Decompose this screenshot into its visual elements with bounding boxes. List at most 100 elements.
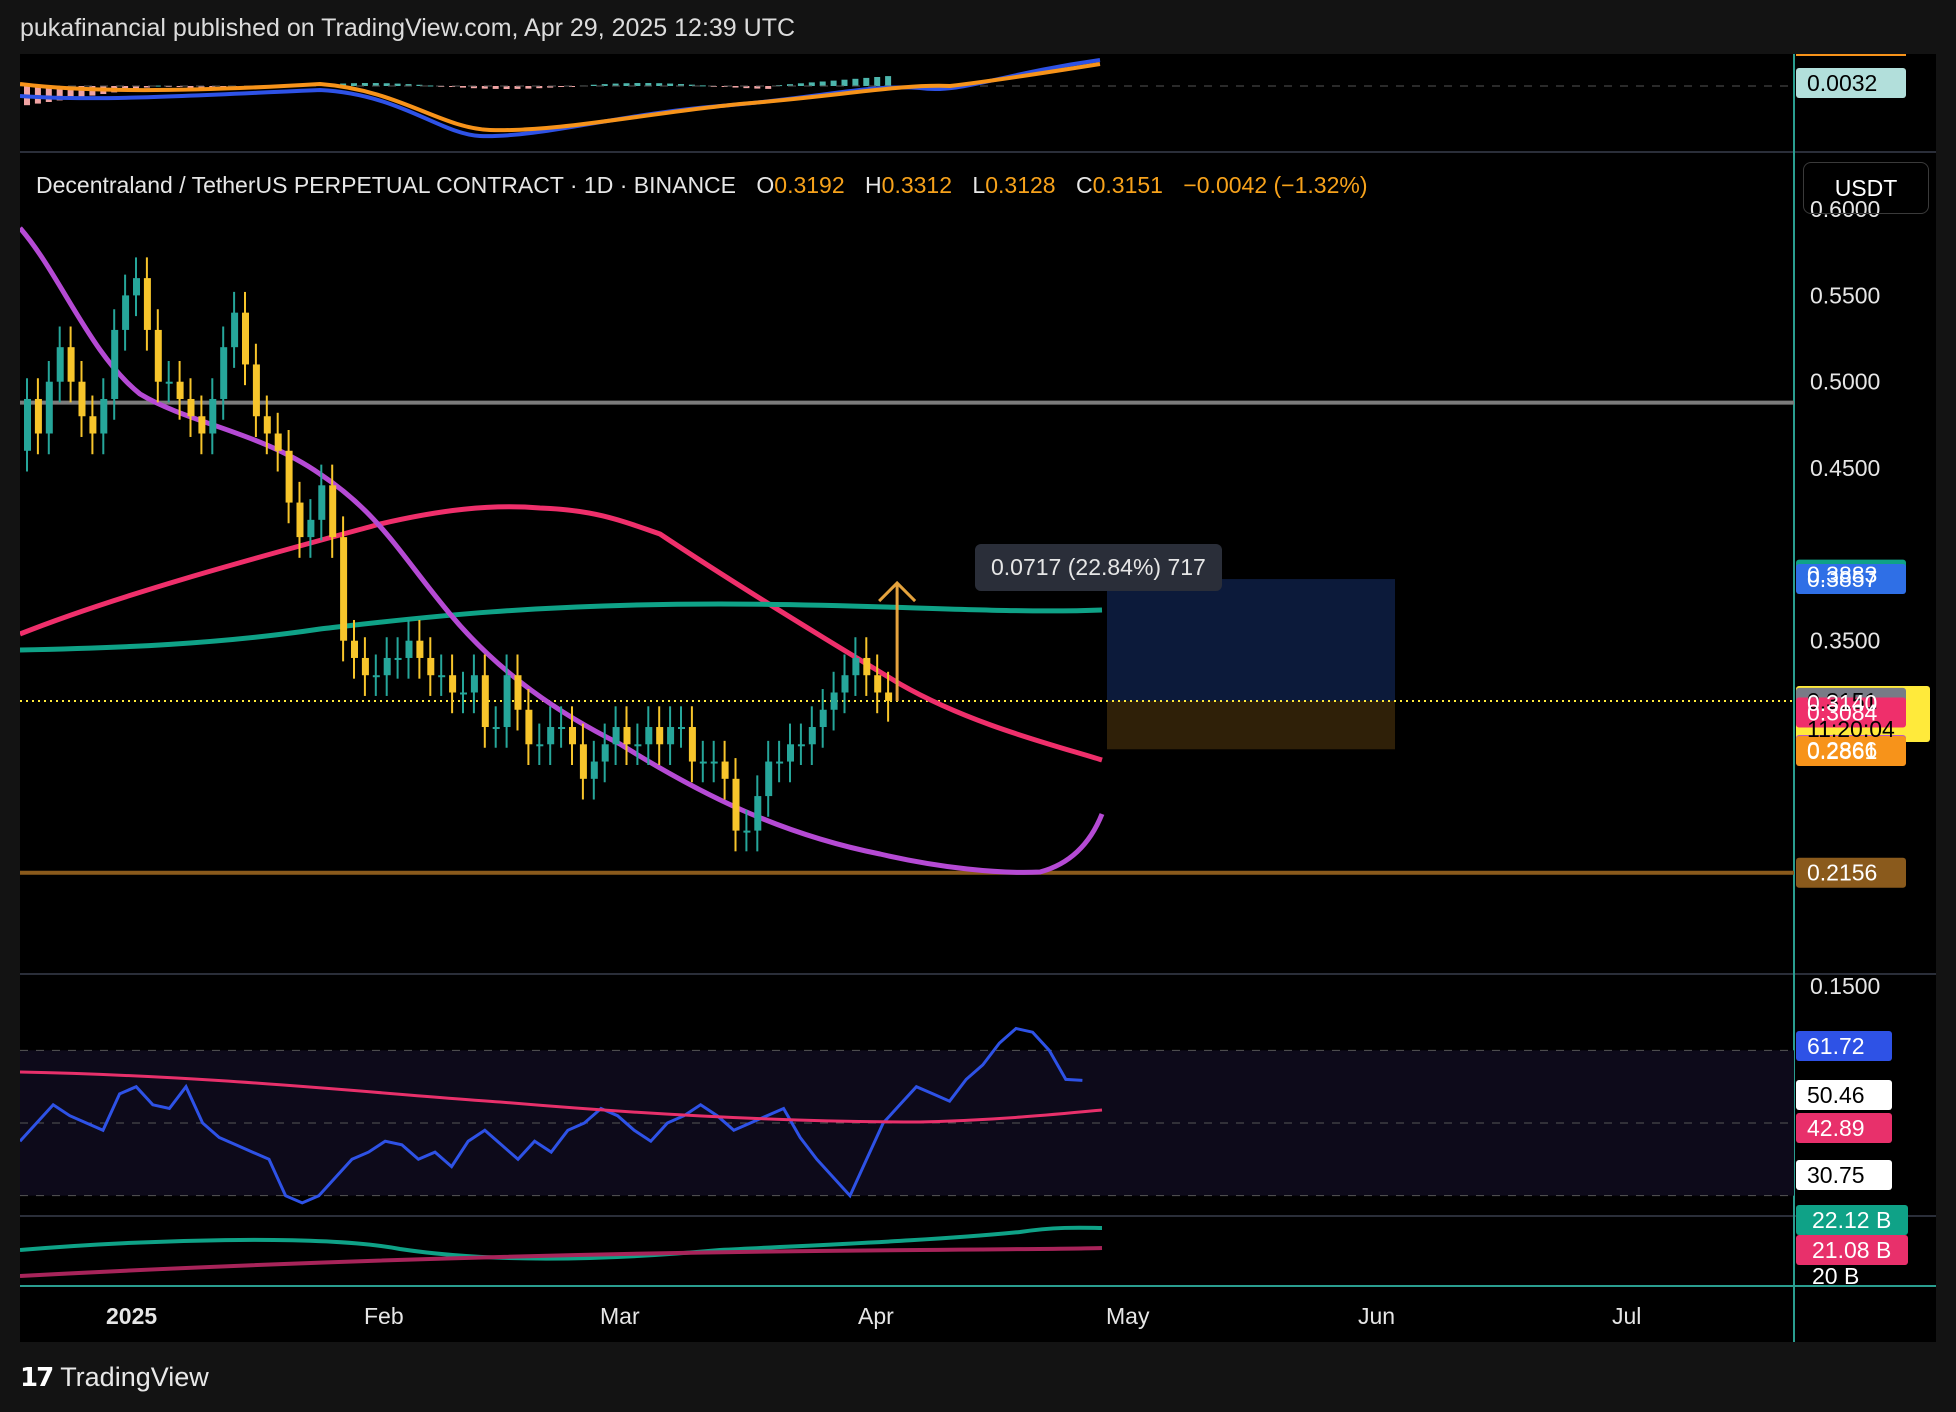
- macd-histogram-bar: [470, 86, 477, 89]
- macd-histogram-bar: [645, 83, 652, 86]
- open-label: O: [756, 172, 775, 198]
- macd-signal-label-box: [1796, 54, 1906, 56]
- time-axis-tick: Jul: [1612, 1303, 1641, 1329]
- candle-body: [351, 640, 358, 658]
- macd-histogram-bar: [154, 85, 161, 87]
- macd-histogram-bar: [460, 86, 466, 88]
- macd-histogram-bar: [656, 83, 663, 86]
- candle-body: [601, 744, 609, 762]
- volume-value-label: 22.12 B: [1812, 1207, 1891, 1233]
- macd-histogram-bar: [678, 84, 684, 86]
- macd-histogram-bar: [514, 86, 521, 89]
- rsi-label-box: [1796, 1080, 1892, 1110]
- macd-histogram-bar: [198, 86, 205, 89]
- candle-body: [187, 398, 195, 417]
- candle-body: [569, 727, 576, 745]
- price-label-box: [1796, 697, 1906, 728]
- candle-body: [787, 744, 794, 762]
- macd-histogram-bar: [143, 86, 150, 88]
- currency-button[interactable]: USDT: [1803, 162, 1929, 214]
- candle-body: [231, 312, 239, 348]
- macd-histogram-bar: [590, 84, 597, 86]
- symbol-title: Decentraland / TetherUS PERPETUAL CONTRA…: [36, 172, 737, 198]
- macd-histogram-bar: [808, 82, 815, 86]
- candle-body: [89, 416, 97, 434]
- chart-canvas[interactable]: 0.0032 0.6000 0.5500 0.5000 0.4500 0.3500 0.15…: [20, 54, 1936, 1342]
- candle-body: [765, 761, 773, 797]
- macd-histogram-bar: [885, 76, 892, 86]
- macd-histogram-bar: [176, 86, 183, 88]
- chart-legend: Decentraland / TetherUS PERPETUAL CONTRA…: [36, 172, 1367, 199]
- candle-body: [329, 485, 337, 538]
- high-value: 0.3312: [881, 172, 953, 198]
- candle-body: [688, 727, 696, 762]
- candle-body: [797, 744, 805, 747]
- macd-histogram-bar: [765, 86, 772, 89]
- macd-histogram-bar: [830, 80, 837, 86]
- time-axis-tick: May: [1106, 1303, 1150, 1329]
- candle-body: [732, 778, 740, 831]
- candle-body: [340, 537, 348, 641]
- price-label: 0.2866: [1807, 737, 1877, 763]
- rsi-panel: [20, 1026, 1892, 1205]
- candle-body: [24, 398, 31, 451]
- candle-body: [416, 640, 424, 658]
- candle-body: [874, 675, 882, 693]
- price-axis-tick: 0.3500: [1810, 628, 1880, 654]
- candle-body: [754, 796, 762, 831]
- rsi-value-label: 42.89: [1807, 1115, 1865, 1141]
- chart-area[interactable]: 0.0032 0.6000 0.5500 0.5000 0.4500 0.3500 0.15…: [20, 54, 1936, 1342]
- candle-body: [558, 727, 566, 730]
- candle-body: [176, 381, 184, 399]
- candle-body: [242, 312, 249, 365]
- macd-histogram-bar: [394, 83, 401, 86]
- candle-body: [536, 744, 544, 747]
- rsi-value-label: 30.75: [1807, 1162, 1865, 1188]
- candle-body: [885, 692, 893, 701]
- price-label: 0.3151: [1807, 688, 1877, 714]
- price-label-box: [1796, 564, 1906, 595]
- candle-body: [372, 675, 380, 678]
- candle-body: [645, 727, 653, 745]
- candle-body: [143, 278, 151, 330]
- footer: 17 TradingView: [20, 1362, 209, 1393]
- macd-line: [20, 58, 1101, 139]
- candle-body: [623, 727, 631, 745]
- volume-panel: [20, 1205, 1908, 1278]
- candle-body: [45, 381, 53, 434]
- candle-body: [710, 761, 718, 764]
- candle-body: [56, 347, 64, 382]
- candle-body: [165, 381, 173, 384]
- candle-body: [383, 657, 391, 676]
- candle-body: [819, 709, 827, 728]
- candle-body: [220, 347, 228, 399]
- candle-body: [678, 727, 685, 730]
- candle-body: [514, 675, 522, 710]
- rsi-value-label: 61.72: [1807, 1033, 1865, 1059]
- price-axis-tick: 0.6000: [1810, 196, 1880, 222]
- candle-body: [154, 329, 162, 382]
- candle-body: [296, 502, 304, 538]
- candle-body: [67, 347, 75, 382]
- candle-body: [285, 450, 293, 503]
- brand-name[interactable]: TradingView: [60, 1362, 209, 1392]
- macd-histogram-bar: [863, 77, 870, 86]
- position-target-zone: [1107, 579, 1395, 701]
- volume-value-label: 21.08 B: [1812, 1237, 1891, 1263]
- macd-histogram-bar: [787, 84, 793, 86]
- macd-histogram-bar: [841, 79, 848, 86]
- candle-body: [470, 675, 478, 693]
- time-axis-tick: 2025: [106, 1303, 157, 1329]
- volume-ma-slow-line: [20, 1246, 1103, 1278]
- macd-value-label: 0.0032: [1807, 70, 1877, 96]
- candle-body: [78, 381, 86, 417]
- rsi-label-box: [1796, 1113, 1892, 1143]
- candle-body: [525, 709, 533, 745]
- candle-body: [460, 692, 467, 695]
- macd-histogram-bar: [481, 86, 488, 89]
- ma-200-line: [20, 601, 1103, 653]
- tradingview-logo-icon: 17: [20, 1362, 54, 1393]
- candle-body: [481, 675, 489, 728]
- rsi-value-label: 50.46: [1807, 1082, 1865, 1108]
- price-label: 0.2861: [1807, 738, 1877, 764]
